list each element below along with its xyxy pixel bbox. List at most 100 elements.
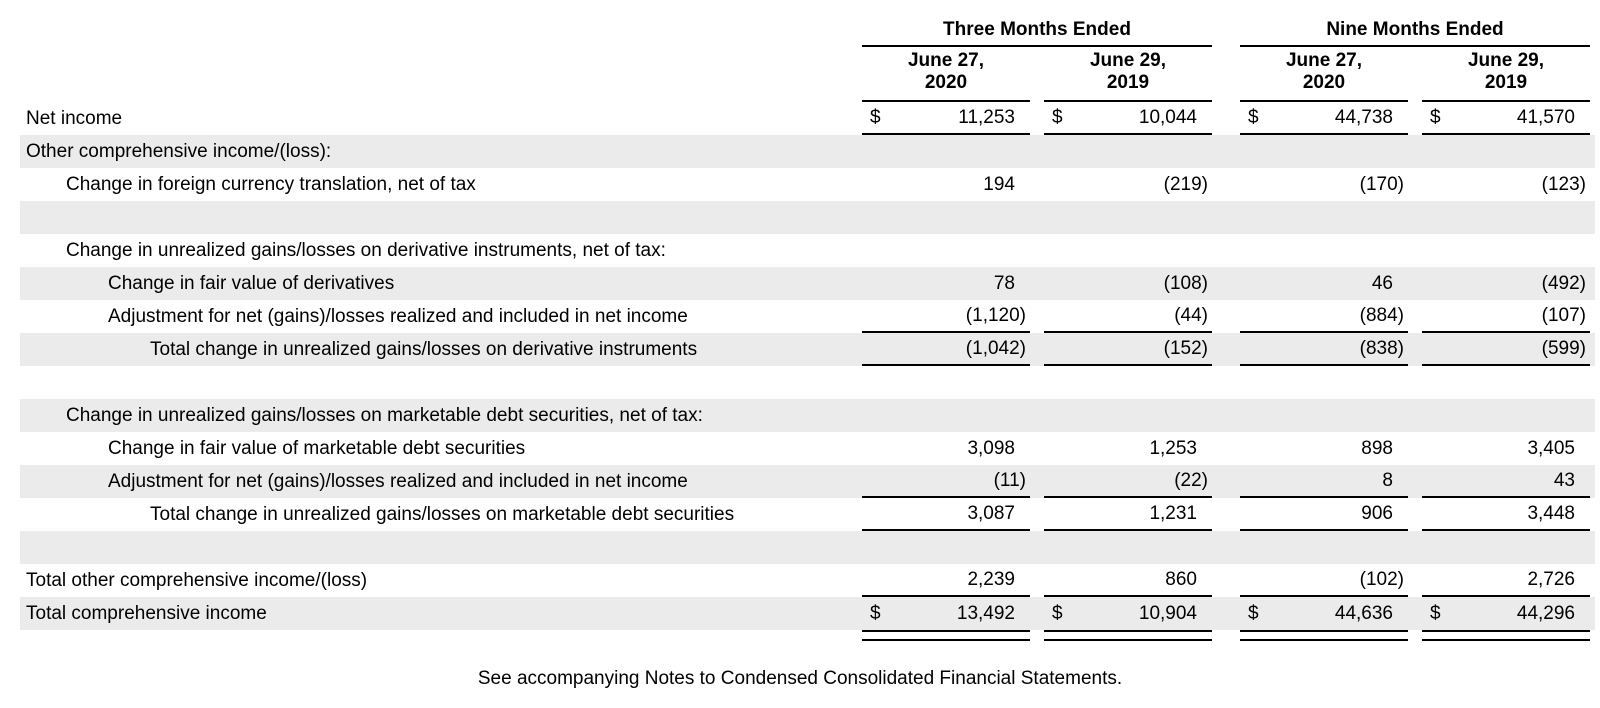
value-cell: $13,492 [862, 597, 1030, 641]
value-cell: (11) [862, 465, 1030, 498]
value-cell: (123) [1422, 168, 1590, 201]
dollar-sign: $ [1248, 106, 1259, 128]
value: (11) [993, 469, 1026, 491]
value-cell: (599) [1422, 333, 1590, 366]
table-header-date-row: June 27, 2020 June 29, 2019 June 27, 2020 J… [20, 47, 1595, 102]
financial-table: Three Months Ended Nine Months Ended Jun… [20, 0, 1595, 641]
value-cell: 3,405 [1422, 432, 1590, 465]
column-header-jun29-2019-q: June 29, 2019 [1044, 47, 1212, 102]
value-cell: $10,044 [1044, 102, 1212, 135]
value-cell: 2,239 [862, 564, 1030, 597]
value: 44,296 [1516, 602, 1575, 624]
value-cell: 194 [862, 168, 1030, 201]
table-row: Total change in unrealized gains/losses … [20, 333, 1595, 366]
column-header-line2: 2019 [1484, 72, 1528, 94]
value-cell [862, 135, 1030, 168]
value: (152) [1163, 337, 1208, 359]
value: (123) [1541, 173, 1586, 195]
value: 1,231 [1149, 502, 1197, 524]
value: 46 [1371, 272, 1393, 294]
row-label: Change in foreign currency translation, … [66, 173, 476, 195]
table-row: Total change in unrealized gains/losses … [20, 498, 1595, 531]
value: 78 [993, 272, 1015, 294]
row-label [20, 201, 862, 234]
value-cell: 1,253 [1044, 432, 1212, 465]
column-header-line1: June 27, [1285, 50, 1363, 72]
table-row: Total other comprehensive income/(loss) … [20, 564, 1595, 597]
table-row: Change in fair value of derivatives 78 (… [20, 267, 1595, 300]
value: 8 [1382, 469, 1393, 491]
row-label: Other comprehensive income/(loss): [26, 140, 332, 162]
value-cell: (152) [1044, 333, 1212, 366]
value-cell: 1,231 [1044, 498, 1212, 531]
value: (108) [1163, 272, 1208, 294]
value: 2,239 [967, 568, 1015, 590]
value-cell: (1,120) [862, 300, 1030, 333]
column-header-line1: June 27, [907, 50, 985, 72]
value: 44,636 [1334, 602, 1393, 624]
value-cell: 43 [1422, 465, 1590, 498]
column-header-line2: 2019 [1106, 72, 1150, 94]
value-cell: (1,042) [862, 333, 1030, 366]
value: 44,738 [1334, 106, 1393, 128]
value: 860 [1165, 568, 1197, 590]
column-header-line2: 2020 [924, 72, 968, 94]
value: 13,492 [956, 602, 1015, 624]
value-cell: 898 [1240, 432, 1408, 465]
value-cell: (219) [1044, 168, 1212, 201]
row-label: Net income [26, 107, 123, 129]
value: 3,448 [1527, 502, 1575, 524]
table-row: Change in unrealized gains/losses on mar… [20, 399, 1595, 432]
table-row: Other comprehensive income/(loss): [20, 135, 1595, 168]
value-cell: (838) [1240, 333, 1408, 366]
dollar-sign: $ [870, 106, 881, 128]
value-cell: 2,726 [1422, 564, 1590, 597]
value-cell: (170) [1240, 168, 1408, 201]
value-cell: $41,570 [1422, 102, 1590, 135]
value: (22) [1174, 469, 1208, 491]
value: 41,570 [1516, 106, 1575, 128]
value-cell: (102) [1240, 564, 1408, 597]
value: 2,726 [1527, 568, 1575, 590]
row-label: Change in unrealized gains/losses on der… [66, 239, 666, 261]
value: (107) [1541, 304, 1586, 326]
value: (219) [1163, 173, 1208, 195]
value: 10,044 [1138, 106, 1197, 128]
value: 43 [1553, 469, 1575, 491]
value-cell: 3,098 [862, 432, 1030, 465]
value: (492) [1541, 272, 1586, 294]
row-label: Total change in unrealized gains/losses … [150, 503, 735, 525]
value-cell [1044, 135, 1212, 168]
table-row-spacer [20, 531, 1595, 564]
value-cell: 8 [1240, 465, 1408, 498]
row-label: Total comprehensive income [26, 602, 267, 624]
dollar-sign: $ [1052, 106, 1063, 128]
column-header-jun29-2019-ytd: June 29, 2019 [1422, 47, 1590, 102]
value: 10,904 [1138, 602, 1197, 624]
table-row-spacer [20, 201, 1595, 234]
value: (838) [1359, 337, 1404, 359]
table-row: Total comprehensive income $13,492 $10,9… [20, 597, 1595, 641]
value: 11,253 [958, 106, 1015, 128]
value: (44) [1174, 304, 1208, 326]
value: 194 [983, 173, 1015, 195]
accompanying-notes-text: See accompanying Notes to Condensed Cons… [477, 668, 1123, 689]
value: 898 [1361, 437, 1393, 459]
dollar-sign: $ [1430, 106, 1441, 128]
column-header-line1: June 29, [1467, 50, 1545, 72]
dollar-sign: $ [1052, 602, 1063, 624]
table-row-spacer [20, 366, 1595, 399]
value-cell: (492) [1422, 267, 1590, 300]
value-cell: 860 [1044, 564, 1212, 597]
row-label: Change in unrealized gains/losses on mar… [66, 404, 703, 426]
table-row: Change in fair value of marketable debt … [20, 432, 1595, 465]
row-label [20, 531, 862, 564]
value-cell [1240, 135, 1408, 168]
value-cell: 3,087 [862, 498, 1030, 531]
column-header-jun27-2020-q: June 27, 2020 [862, 47, 1030, 102]
value: 3,087 [967, 502, 1015, 524]
value: (102) [1359, 568, 1404, 590]
header-group-nine-months-ended: Nine Months Ended [1240, 19, 1590, 47]
row-label: Change in fair value of derivatives [108, 272, 395, 294]
